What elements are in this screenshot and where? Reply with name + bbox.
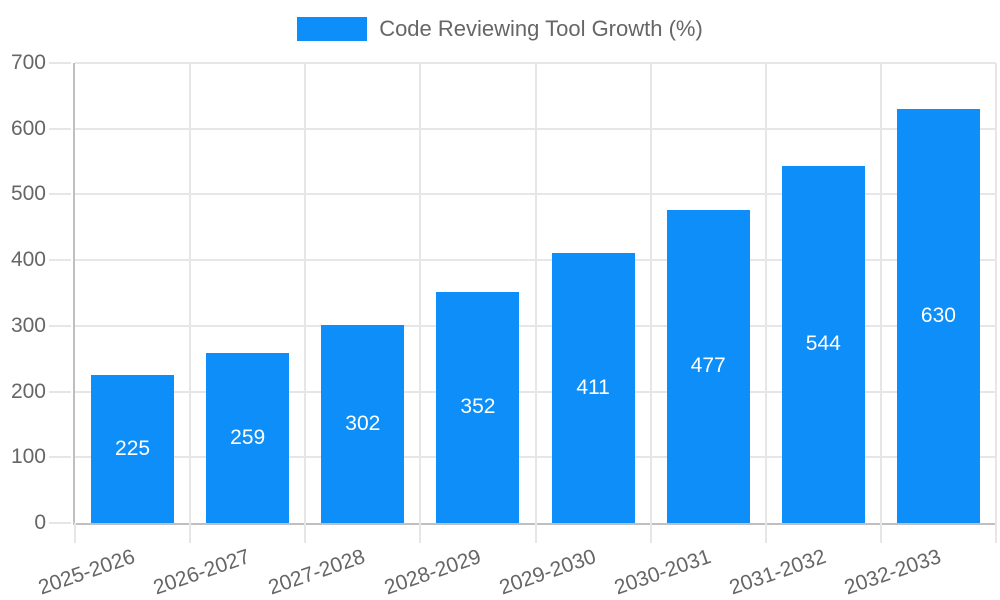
bar-value-label: 225 [115, 437, 151, 461]
y-axis-tick-label: 500 [10, 182, 46, 206]
y-axis-tick [49, 259, 71, 262]
gridline-vertical [419, 63, 422, 523]
x-axis-tick [189, 523, 192, 543]
bar-value-label: 630 [920, 304, 956, 327]
x-axis-tick [304, 523, 307, 543]
x-axis-tick [995, 523, 997, 543]
x-axis-category-label: 2025-2026 [35, 545, 139, 600]
x-axis-category-label: 2029-2030 [496, 545, 599, 600]
bar: 352 [436, 291, 520, 523]
y-axis-tick-label: 400 [10, 248, 46, 272]
gridline-vertical [995, 63, 997, 523]
bar-value-label: 411 [576, 375, 610, 399]
x-axis-tick [74, 523, 76, 543]
y-axis-tick-label: 200 [10, 379, 46, 403]
x-axis-category-label: 2032-2033 [841, 545, 944, 600]
bar-value-label: 352 [460, 395, 496, 419]
y-axis-tick [49, 456, 71, 459]
y-axis-tick [49, 522, 71, 524]
x-axis-category-label: 2030-2031 [611, 545, 714, 600]
y-axis-tick [49, 127, 71, 130]
y-axis-tick [49, 390, 71, 393]
x-axis-tick [419, 523, 422, 543]
gridline-vertical [764, 63, 767, 523]
bar: 302 [321, 324, 405, 523]
legend-swatch [297, 17, 368, 41]
bar: 411 [551, 252, 635, 523]
bar: 544 [781, 165, 865, 523]
x-axis-tick [764, 523, 767, 543]
gridline-vertical [304, 63, 307, 523]
plot-area: 225 259 302 352 411 477 544 630 [49, 62, 997, 543]
x-axis-category-label: 2027-2028 [265, 545, 369, 600]
x-axis-category-label: 2031-2032 [726, 545, 829, 600]
y-axis-tick-label: 600 [10, 116, 46, 140]
y-axis-tick [49, 62, 71, 64]
bar-value-label: 302 [345, 411, 381, 435]
y-axis-tick-label: 700 [10, 51, 46, 74]
bar: 477 [666, 209, 750, 523]
gridline-vertical [534, 63, 537, 523]
gridline-vertical [879, 63, 882, 523]
x-axis-tick [879, 523, 882, 543]
y-axis-tick-label: 300 [10, 313, 46, 337]
x-axis-category-label: 2028-2029 [380, 545, 484, 600]
y-axis-tick [49, 324, 71, 327]
y-axis-tick [49, 193, 71, 196]
x-axis-tick [649, 523, 652, 543]
gridline-vertical [649, 63, 652, 523]
bar: 630 [896, 109, 980, 523]
legend-label: Code Reviewing Tool Growth (%) [379, 16, 703, 41]
gridline-vertical [189, 63, 192, 523]
y-axis-tick-label: 100 [10, 445, 46, 469]
bar: 259 [206, 352, 290, 523]
y-axis-tick-label: 0 [34, 511, 46, 534]
bar-value-label: 477 [690, 354, 726, 378]
bar-value-label: 259 [230, 425, 266, 449]
bar-value-label: 544 [805, 332, 841, 356]
x-axis-tick [534, 523, 537, 543]
legend[interactable]: Code Reviewing Tool Growth (%) [0, 17, 1000, 41]
bar: 225 [91, 375, 175, 523]
x-axis-category-label: 2026-2027 [150, 545, 254, 600]
